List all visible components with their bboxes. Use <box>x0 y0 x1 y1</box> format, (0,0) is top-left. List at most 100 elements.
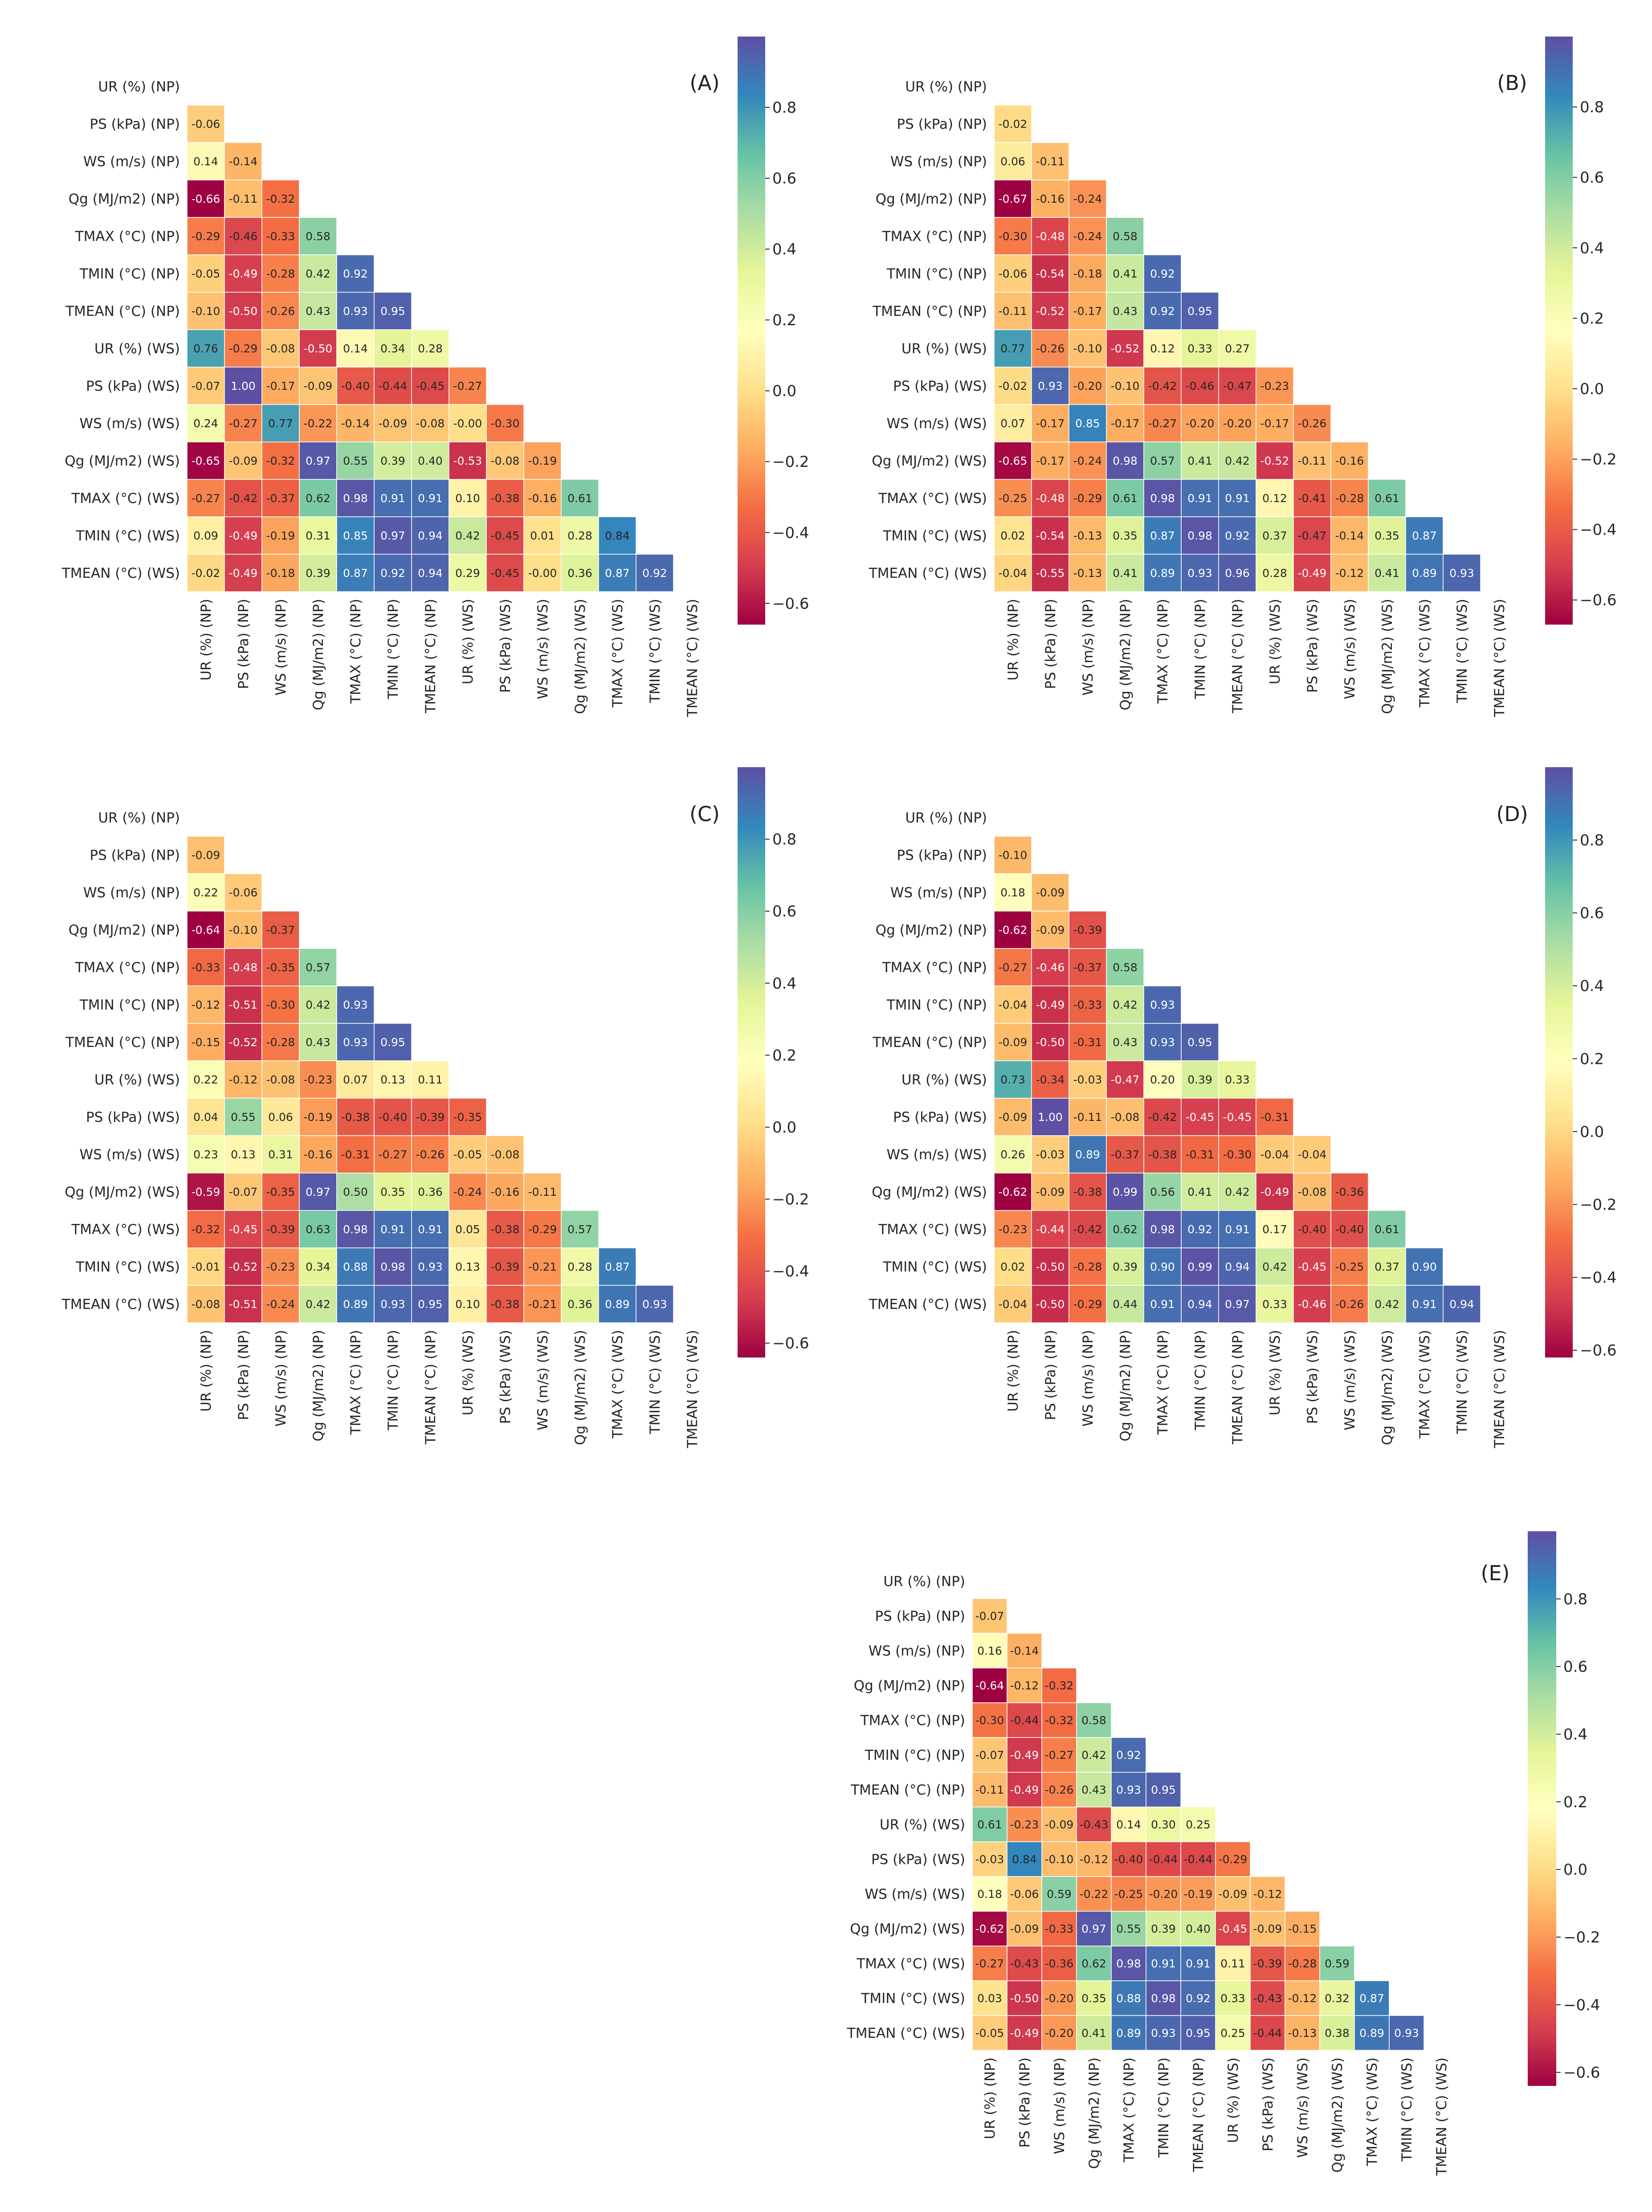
heatmap-cell <box>1368 516 1406 555</box>
heatmap-cell <box>1146 1807 1181 1842</box>
cell-value-label: 0.97 <box>306 1186 330 1198</box>
cell-value-label: 0.89 <box>1075 1148 1100 1161</box>
cell-value-label: -0.29 <box>1219 1853 1248 1866</box>
heatmap-cell <box>336 292 375 330</box>
row-label: TMAX (°C) (NP) <box>860 1713 965 1729</box>
heatmap-cell <box>561 1247 599 1286</box>
cell-value-label: 0.77 <box>1000 342 1025 355</box>
cell-value-label: 0.13 <box>231 1148 256 1161</box>
cell-value-label: -0.22 <box>1080 1888 1109 1901</box>
heatmap-cell <box>1181 1285 1219 1323</box>
cell-value-label: -0.34 <box>1036 1073 1065 1086</box>
cell-value-label: 0.41 <box>1113 567 1138 580</box>
cell-value-label: -0.11 <box>1073 1111 1102 1124</box>
heatmap-cell <box>1106 442 1144 480</box>
cell-value-label: 0.95 <box>1187 1036 1212 1049</box>
row-label: TMEAN (°C) (NP) <box>65 1034 180 1051</box>
heatmap-cell <box>994 516 1032 555</box>
heatmap-cell <box>1031 329 1069 368</box>
cell-value-label: -0.17 <box>1111 417 1140 430</box>
cell-value-label: -0.52 <box>229 1260 258 1273</box>
cell-value-label: -0.32 <box>266 192 295 205</box>
cell-value-label: 0.87 <box>1150 529 1175 542</box>
heatmap-cell <box>1106 479 1144 517</box>
row-label: PS (kPa) (NP) <box>90 116 180 132</box>
column-label: PS (kPa) (NP) <box>1017 2057 1033 2148</box>
cell-value-label: 0.37 <box>1375 1260 1399 1273</box>
cell-value-label: -0.10 <box>1073 342 1102 355</box>
heatmap-cell <box>994 1023 1032 1061</box>
cell-value-label: 0.35 <box>380 1186 405 1198</box>
column-label: UR (%) (NP) <box>1005 599 1021 681</box>
heatmap-cell <box>187 985 225 1024</box>
heatmap-cell <box>1143 554 1182 592</box>
column-label: TMIN (°C) (WS) <box>1454 1330 1470 1435</box>
heatmap-cell <box>1181 554 1219 592</box>
heatmap-cell <box>1076 1807 1112 1842</box>
cell-value-label: 0.42 <box>306 267 330 280</box>
cell-value-label: 0.41 <box>1081 2027 1106 2040</box>
heatmap-cell <box>1076 1911 1112 1946</box>
cell-value-label: -0.21 <box>528 1298 557 1311</box>
heatmap-cell <box>1293 1135 1331 1173</box>
row-label: TMAX (°C) (WS) <box>71 1222 180 1238</box>
cell-value-label: -0.27 <box>192 492 220 505</box>
heatmap-cell <box>449 516 487 555</box>
cell-value-label: 0.04 <box>193 1111 218 1124</box>
row-label: TMEAN (°C) (WS) <box>847 2025 965 2041</box>
heatmap-cell <box>336 1135 375 1173</box>
heatmap-panel-4: (E) UR (%) (NP) PS (kPa) (NP) WS (m/s) (NP)… <box>847 1531 1600 2176</box>
row-label: Qg (MJ/m2) (WS) <box>65 453 180 469</box>
column-label: TMIN (°C) (NP) <box>1156 2057 1172 2158</box>
cell-value-label: -0.24 <box>266 1298 295 1311</box>
column-label: TMEAN (°C) (WS) <box>685 599 701 717</box>
cell-value-label: -0.48 <box>229 961 258 974</box>
cell-value-label: -0.15 <box>1288 1922 1317 1935</box>
column-label: UR (%) (NP) <box>198 599 214 681</box>
cell-value-label: 0.73 <box>1000 1073 1025 1086</box>
colorbar-tick-label: 0.2 <box>772 1047 796 1064</box>
heatmap-cell <box>411 1098 449 1136</box>
cell-value-label: 0.89 <box>1412 567 1437 580</box>
cell-value-label: -0.09 <box>1036 1186 1065 1198</box>
cell-value-label: -0.01 <box>192 1260 220 1273</box>
cell-value-label: 0.36 <box>567 567 592 580</box>
cell-value-label: 0.92 <box>343 267 368 280</box>
heatmap-cell <box>299 292 337 330</box>
heatmap-cell <box>261 554 300 592</box>
column-label: Qg (MJ/m2) (NP) <box>1086 2057 1102 2169</box>
heatmap-cell <box>1106 1247 1144 1286</box>
heatmap-cell <box>1106 516 1144 555</box>
column-label: TMAX (°C) (NP) <box>348 599 364 704</box>
cell-value-label: -0.40 <box>1298 1223 1327 1236</box>
cell-value-label: -0.28 <box>266 1036 295 1049</box>
cell-value-label: -0.17 <box>266 380 295 393</box>
cell-value-label: -0.50 <box>229 305 258 318</box>
column-label: UR (%) (NP) <box>198 1330 214 1412</box>
heatmap-cell <box>1031 1098 1069 1136</box>
heatmap-cell <box>486 1173 524 1211</box>
colorbar-tick-label: 0.0 <box>772 1119 796 1137</box>
heatmap-cell <box>1111 1841 1146 1877</box>
cell-value-label: 0.93 <box>418 1260 443 1273</box>
column-label: Qg (MJ/m2) (NP) <box>1118 599 1134 710</box>
cell-value-label: 0.98 <box>1151 1992 1176 2005</box>
heatmap-cell <box>224 217 262 255</box>
column-label: TMIN (°C) (WS) <box>647 599 663 703</box>
column-label: PS (kPa) (WS) <box>1305 599 1321 693</box>
colorbar-tick-label: −0.4 <box>772 524 809 542</box>
column-label: TMAX (°C) (NP) <box>1155 1330 1171 1435</box>
cell-value-label: -0.65 <box>999 454 1028 467</box>
cell-value-label: -0.24 <box>1073 230 1102 243</box>
heatmap-cell <box>1443 1285 1481 1323</box>
colorbar-tick-label: 0.8 <box>1580 832 1604 850</box>
cell-value-label: -0.25 <box>1114 1888 1143 1901</box>
cell-value-label: -0.04 <box>1298 1148 1327 1161</box>
heatmap-cell <box>411 1247 449 1286</box>
row-label: UR (%) (WS) <box>880 1817 965 1833</box>
heatmap-cell <box>449 554 487 592</box>
cell-value-label: -0.49 <box>1036 998 1065 1011</box>
cell-value-label: -0.25 <box>999 492 1028 505</box>
cell-value-label: -0.08 <box>192 1298 220 1311</box>
cell-value-label: 0.42 <box>1262 1260 1287 1273</box>
